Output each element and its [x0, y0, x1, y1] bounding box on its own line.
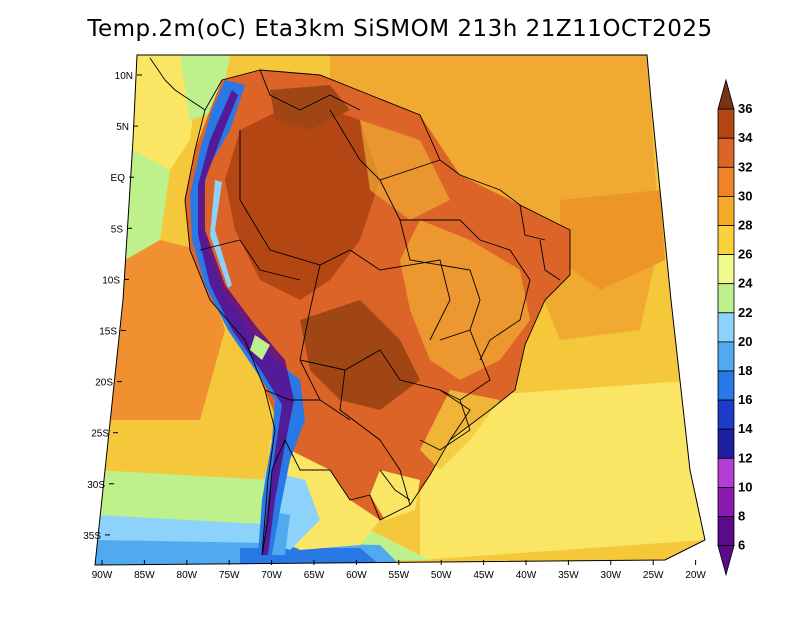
colorbar-segment	[717, 428, 735, 459]
lat-label: 25S	[91, 429, 109, 440]
colorbar-segment	[717, 283, 735, 314]
lon-label: 30W	[601, 570, 622, 581]
latitude-axis: 10N 5N EQ 5S 10S 15S 20S 25S 30S 35S	[83, 71, 142, 542]
lon-label: 45W	[473, 570, 494, 581]
lon-label: 75W	[219, 570, 240, 581]
colorbar-segment	[717, 195, 735, 226]
lon-label: 25W	[643, 570, 664, 581]
lon-label: 20W	[685, 570, 706, 581]
lon-label: 55W	[389, 570, 410, 581]
colorbar-segment	[717, 457, 735, 488]
lat-label: EQ	[111, 173, 126, 184]
lat-label: 20S	[95, 378, 113, 389]
lat-label: 15S	[99, 327, 117, 338]
colorbar-segment	[717, 225, 735, 256]
lat-label: 35S	[83, 531, 101, 542]
colorbar-label: 36	[738, 101, 752, 116]
lon-label: 50W	[431, 570, 452, 581]
colorbar: 36 34 32 30 28 26 24 22 20 18 16 14 12 10 8 6	[717, 78, 753, 577]
lat-label: 30S	[87, 480, 105, 491]
temperature-field	[95, 55, 705, 565]
colorbar-segment	[717, 399, 735, 430]
colorbar-label: 12	[738, 450, 752, 465]
colorbar-label: 10	[738, 479, 752, 494]
colorbar-max-arrow	[717, 78, 735, 110]
colorbar-label: 6	[738, 538, 745, 553]
colorbar-label: 18	[738, 363, 752, 378]
lon-label: 65W	[304, 570, 325, 581]
colorbar-label: 16	[738, 392, 752, 407]
lon-label: 35W	[558, 570, 579, 581]
lon-label: 40W	[516, 570, 537, 581]
colorbar-label: 30	[738, 188, 752, 203]
colorbar-label: 32	[738, 159, 752, 174]
colorbar-label: 28	[738, 218, 752, 233]
colorbar-segment	[717, 516, 735, 547]
lon-label: 80W	[177, 570, 198, 581]
lat-label: 10N	[115, 71, 133, 82]
map-frame	[94, 54, 706, 566]
colorbar-segment	[717, 370, 735, 401]
lon-label: 90W	[92, 570, 113, 581]
lon-label: 85W	[134, 570, 155, 581]
longitude-axis: 90W 85W 80W 75W 70W 65W 60W 55W 50W 45W 40W 35W 30W 2…	[92, 560, 706, 581]
lon-label: 70W	[261, 570, 282, 581]
colorbar-segment	[717, 341, 735, 372]
colorbar-label: 8	[738, 509, 745, 524]
lon-label: 60W	[346, 570, 367, 581]
lat-label: 5N	[116, 122, 129, 133]
coastline-borders	[149, 57, 571, 556]
colorbar-segment	[717, 254, 735, 285]
lat-label: 5S	[111, 224, 124, 235]
colorbar-segment	[717, 312, 735, 343]
colorbar-segment	[717, 486, 735, 517]
colorbar-label: 22	[738, 305, 752, 320]
colorbar-segment	[717, 137, 735, 168]
colorbar-label: 34	[738, 130, 753, 145]
colorbar-segment	[717, 108, 735, 139]
map-title: Temp.2m(oC) Eta3km SiSMOM 213h 21Z11OCT2…	[87, 16, 713, 42]
lat-label: 10S	[102, 275, 120, 286]
colorbar-label: 20	[738, 334, 752, 349]
colorbar-label: 14	[738, 421, 753, 436]
colorbar-segment	[717, 166, 735, 197]
colorbar-label: 26	[738, 247, 752, 262]
colorbar-min-arrow	[717, 545, 735, 577]
colorbar-label: 24	[738, 276, 753, 291]
